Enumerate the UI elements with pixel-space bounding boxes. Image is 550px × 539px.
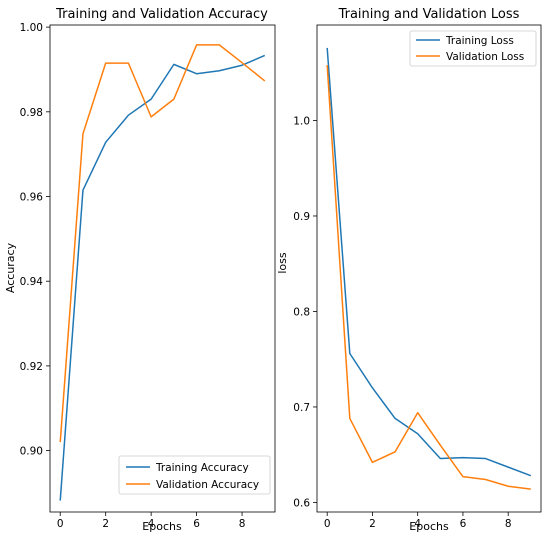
x-tick-label: 2 [369,518,376,530]
x-tick-label: 6 [193,518,200,530]
chart-title: Training and Validation Loss [338,7,520,22]
x-tick-label: 0 [57,518,64,530]
y-tick-label: 0.96 [20,192,44,204]
x-tick-label: 8 [505,518,512,530]
x-tick-label: 8 [239,518,246,530]
y-tick-label: 0.6 [293,497,310,509]
legend-label-validation: Validation Loss [446,51,524,63]
series-layer [326,47,532,490]
y-tick-label: 0.92 [20,361,43,373]
chart-title: Training and Validation Accuracy [55,7,268,22]
x-tick-label: 4 [148,518,155,530]
x-tick-label: 0 [324,518,331,530]
legend: Training Accuracy Validation Accuracy [118,455,271,495]
y-axis-label: Accuracy [4,242,17,293]
y-tick-label: 1.0 [293,115,310,127]
plot-frame [316,24,542,513]
plot-frame [49,24,276,513]
y-tick-label: 0.8 [293,306,310,318]
accuracy-chart: Training and Validation Accuracy 0 2 4 6 8 0… [4,7,276,533]
y-tick-label: 0.90 [20,446,43,458]
y-tick-label: 0.7 [293,402,310,414]
x-tick-label: 2 [102,518,109,530]
legend-label-training: Training Accuracy [155,462,249,474]
y-tick-label: 1.00 [20,22,43,34]
legend-box [118,455,271,495]
x-axis-label: Epochs [409,520,449,533]
y-axis-label: loss [276,252,289,274]
y-tick-label: 0.9 [293,211,310,223]
training-loss-line [326,47,532,477]
training-accuracy-line [59,54,266,501]
y-ticks: 0.6 0.7 0.8 0.9 1.0 [293,115,317,509]
x-axis-label: Epochs [142,520,182,533]
x-tick-label: 4 [414,518,421,530]
validation-accuracy-line [59,44,266,443]
y-ticks: 0.90 0.92 0.94 0.96 0.98 1.00 [20,22,50,458]
legend-label-validation: Validation Accuracy [156,479,259,491]
validation-loss-line [326,65,531,490]
legend: Training Loss Validation Loss [409,30,537,67]
legend-box [409,30,537,67]
x-ticks: 0 2 4 6 8 [57,512,246,530]
y-tick-label: 0.98 [20,107,43,119]
y-tick-label: 0.94 [20,276,44,288]
legend-label-training: Training Loss [445,35,514,47]
x-tick-label: 6 [460,518,467,530]
x-ticks: 0 2 4 6 8 [324,512,512,530]
series-layer [59,44,266,501]
